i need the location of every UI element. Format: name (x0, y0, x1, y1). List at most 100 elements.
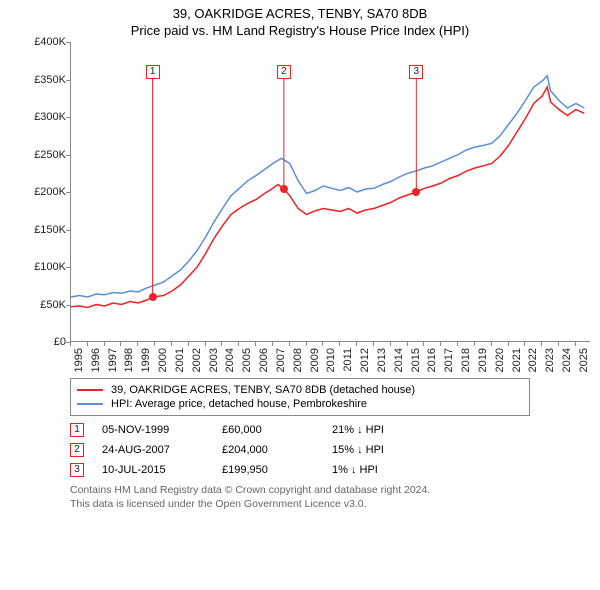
events-table: 1 05-NOV-1999£60,00021% ↓ HPI 2 24-AUG-2007… (70, 420, 590, 480)
y-axis-label: £400K (34, 36, 66, 48)
legend-row: 39, OAKRIDGE ACRES, TENBY, SA70 8DB (det… (77, 383, 523, 397)
x-axis-label: 2009 (309, 348, 321, 372)
series-property (71, 87, 584, 308)
y-tick (66, 155, 70, 156)
x-axis-label: 1995 (73, 348, 85, 372)
y-tick (66, 305, 70, 306)
chart-subtitle: Price paid vs. HM Land Registry's House … (0, 21, 600, 42)
x-axis-label: 2010 (325, 348, 337, 372)
y-axis-label: £150K (34, 224, 66, 236)
event-price: £60,000 (222, 424, 332, 436)
attribution-footer: Contains HM Land Registry data © Crown c… (70, 484, 590, 511)
event-hpi-delta: 15% ↓ HPI (332, 444, 432, 456)
x-axis-label: 2016 (426, 348, 438, 372)
sale-marker-box: 1 (146, 65, 160, 79)
event-row: 310-JUL-2015£199,9501% ↓ HPI (70, 460, 590, 480)
sale-marker-dot (412, 188, 420, 196)
y-axis-label: £50K (40, 299, 66, 311)
x-tick (238, 342, 239, 346)
x-tick (154, 342, 155, 346)
y-axis-label: £250K (34, 149, 66, 161)
x-tick (339, 342, 340, 346)
event-hpi-delta: 21% ↓ HPI (332, 424, 432, 436)
x-axis-label: 2018 (460, 348, 472, 372)
x-axis-label: 2007 (275, 348, 287, 372)
x-tick (407, 342, 408, 346)
legend-label: HPI: Average price, detached house, Pemb… (111, 398, 367, 410)
x-tick (188, 342, 189, 346)
x-tick (558, 342, 559, 346)
x-axis-label: 2005 (241, 348, 253, 372)
x-tick (137, 342, 138, 346)
x-axis-label: 2002 (191, 348, 203, 372)
x-axis-label: 2019 (477, 348, 489, 372)
x-tick (541, 342, 542, 346)
event-date: 05-NOV-1999 (102, 424, 222, 436)
legend-row: HPI: Average price, detached house, Pemb… (77, 397, 523, 411)
x-axis-label: 2004 (224, 348, 236, 372)
event-row: 1 05-NOV-1999£60,00021% ↓ HPI (70, 420, 590, 440)
x-axis-label: 2015 (410, 348, 422, 372)
x-tick (474, 342, 475, 346)
chart-area: 123 £0£50K£100K£150K£200K£250K£300K£350K… (30, 42, 590, 372)
footer-line-2: This data is licensed under the Open Gov… (70, 498, 590, 512)
legend-box: 39, OAKRIDGE ACRES, TENBY, SA70 8DB (det… (70, 378, 530, 416)
x-tick (508, 342, 509, 346)
x-tick (289, 342, 290, 346)
x-axis-label: 2020 (494, 348, 506, 372)
x-tick (70, 342, 71, 346)
y-tick (66, 267, 70, 268)
sale-marker-dot (149, 293, 157, 301)
x-tick (255, 342, 256, 346)
x-axis-label: 2013 (376, 348, 388, 372)
x-axis-label: 2014 (393, 348, 405, 372)
x-axis-label: 2012 (359, 348, 371, 372)
y-axis-label: £300K (34, 111, 66, 123)
y-tick (66, 117, 70, 118)
x-axis-label: 1998 (123, 348, 135, 372)
x-tick (524, 342, 525, 346)
y-tick (66, 192, 70, 193)
x-axis-label: 1997 (107, 348, 119, 372)
x-tick (322, 342, 323, 346)
x-axis-label: 1996 (90, 348, 102, 372)
x-tick (171, 342, 172, 346)
event-marker-box: 2 (70, 443, 84, 457)
x-tick (272, 342, 273, 346)
x-tick (373, 342, 374, 346)
x-axis-label: 2022 (527, 348, 539, 372)
series-hpi (71, 76, 584, 297)
x-tick (221, 342, 222, 346)
event-date: 24-AUG-2007 (102, 444, 222, 456)
x-tick (356, 342, 357, 346)
chart-title: 39, OAKRIDGE ACRES, TENBY, SA70 8DB (0, 0, 600, 21)
x-axis-label: 1999 (140, 348, 152, 372)
x-tick (306, 342, 307, 346)
event-price: £204,000 (222, 444, 332, 456)
event-marker-box: 1 (70, 423, 84, 437)
x-axis-label: 2003 (208, 348, 220, 372)
y-tick (66, 230, 70, 231)
x-tick (423, 342, 424, 346)
event-price: £199,950 (222, 464, 332, 476)
x-tick (205, 342, 206, 346)
legend-swatch (77, 403, 103, 405)
x-tick (120, 342, 121, 346)
x-tick (457, 342, 458, 346)
x-tick (491, 342, 492, 346)
event-hpi-delta: 1% ↓ HPI (332, 464, 432, 476)
sale-marker-dot (280, 185, 288, 193)
x-axis-label: 2017 (443, 348, 455, 372)
legend-label: 39, OAKRIDGE ACRES, TENBY, SA70 8DB (det… (111, 384, 415, 396)
y-axis-label: £200K (34, 186, 66, 198)
y-axis-label: £0 (54, 336, 66, 348)
x-axis-label: 2011 (342, 348, 354, 372)
sale-marker-box: 3 (409, 65, 423, 79)
x-axis-label: 2006 (258, 348, 270, 372)
legend-swatch (77, 389, 103, 391)
y-tick (66, 42, 70, 43)
x-axis-label: 2008 (292, 348, 304, 372)
chart-container: { "title": "39, OAKRIDGE ACRES, TENBY, S… (0, 0, 600, 590)
footer-line-1: Contains HM Land Registry data © Crown c… (70, 484, 590, 498)
event-date: 10-JUL-2015 (102, 464, 222, 476)
